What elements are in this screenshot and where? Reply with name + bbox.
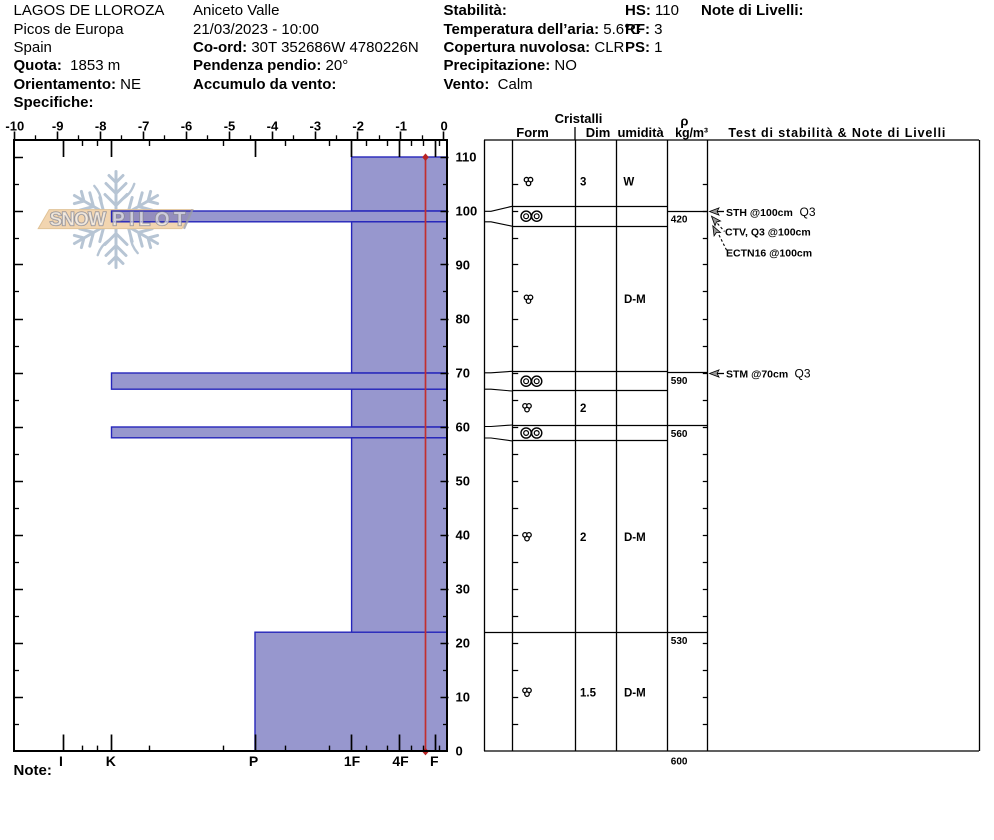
svg-text:50: 50 (456, 474, 470, 489)
svg-text:0: 0 (456, 744, 463, 759)
svg-text:SNOW: SNOW (50, 209, 108, 230)
svg-text:590: 590 (671, 376, 688, 387)
svg-text:530: 530 (671, 636, 688, 647)
svg-text:4F: 4F (392, 753, 409, 769)
svg-text:Q3: Q3 (800, 205, 816, 219)
svg-text:2: 2 (580, 532, 586, 544)
svg-text:10: 10 (456, 690, 470, 705)
svg-text:-7: -7 (138, 118, 150, 133)
svg-text:80: 80 (456, 312, 470, 327)
svg-text:Dim: Dim (586, 125, 611, 140)
svg-text:F: F (430, 753, 439, 769)
svg-text:ECTN16 @100cm: ECTN16 @100cm (726, 247, 812, 259)
svg-text:Q3: Q3 (795, 366, 811, 380)
svg-text:P: P (249, 753, 258, 769)
svg-text:110: 110 (456, 150, 477, 165)
svg-text:umidità: umidità (617, 125, 664, 140)
svg-text:600: 600 (671, 757, 688, 768)
svg-text:-8: -8 (95, 118, 107, 133)
svg-text:60: 60 (456, 420, 470, 435)
svg-text:2: 2 (580, 403, 586, 415)
svg-text:-6: -6 (181, 118, 193, 133)
svg-text:W: W (623, 177, 634, 189)
svg-text:1.5: 1.5 (580, 687, 597, 699)
svg-text:30: 30 (456, 582, 470, 597)
svg-text:-10: -10 (5, 118, 24, 133)
svg-text:3: 3 (580, 177, 586, 189)
svg-text:-9: -9 (52, 118, 64, 133)
svg-text:kg/m³: kg/m³ (675, 126, 708, 140)
svg-text:STM @70cm: STM @70cm (726, 368, 788, 380)
svg-text:20: 20 (456, 636, 470, 651)
svg-text:CTV, Q3 @100cm: CTV, Q3 @100cm (725, 226, 811, 238)
svg-text:-3: -3 (310, 118, 322, 133)
svg-text:-1: -1 (395, 118, 407, 133)
svg-text:ρ: ρ (680, 113, 688, 128)
svg-text:420: 420 (671, 215, 688, 226)
svg-text:D-M: D-M (624, 687, 646, 699)
svg-text:Form: Form (516, 125, 549, 140)
svg-text:I: I (59, 753, 63, 769)
svg-text:0: 0 (440, 118, 447, 133)
svg-text:90: 90 (456, 258, 470, 273)
svg-text:D-M: D-M (624, 294, 646, 306)
svg-text:1F: 1F (344, 753, 361, 769)
svg-text:-2: -2 (352, 118, 364, 133)
svg-text:100: 100 (456, 204, 478, 219)
svg-text:K: K (106, 753, 116, 769)
svg-text:70: 70 (456, 366, 470, 381)
svg-text:D-M: D-M (624, 532, 646, 544)
svg-text:-5: -5 (224, 118, 236, 133)
svg-text:Cristalli: Cristalli (555, 111, 603, 126)
svg-text:STH @100cm: STH @100cm (726, 207, 793, 219)
svg-text:Test di stabilità & Note di Li: Test di stabilità & Note di Livelli (728, 126, 945, 140)
svg-text:560: 560 (671, 429, 688, 440)
svg-text:40: 40 (456, 528, 470, 543)
svg-text:-4: -4 (267, 118, 279, 133)
svg-text:PILOT: PILOT (112, 209, 187, 230)
